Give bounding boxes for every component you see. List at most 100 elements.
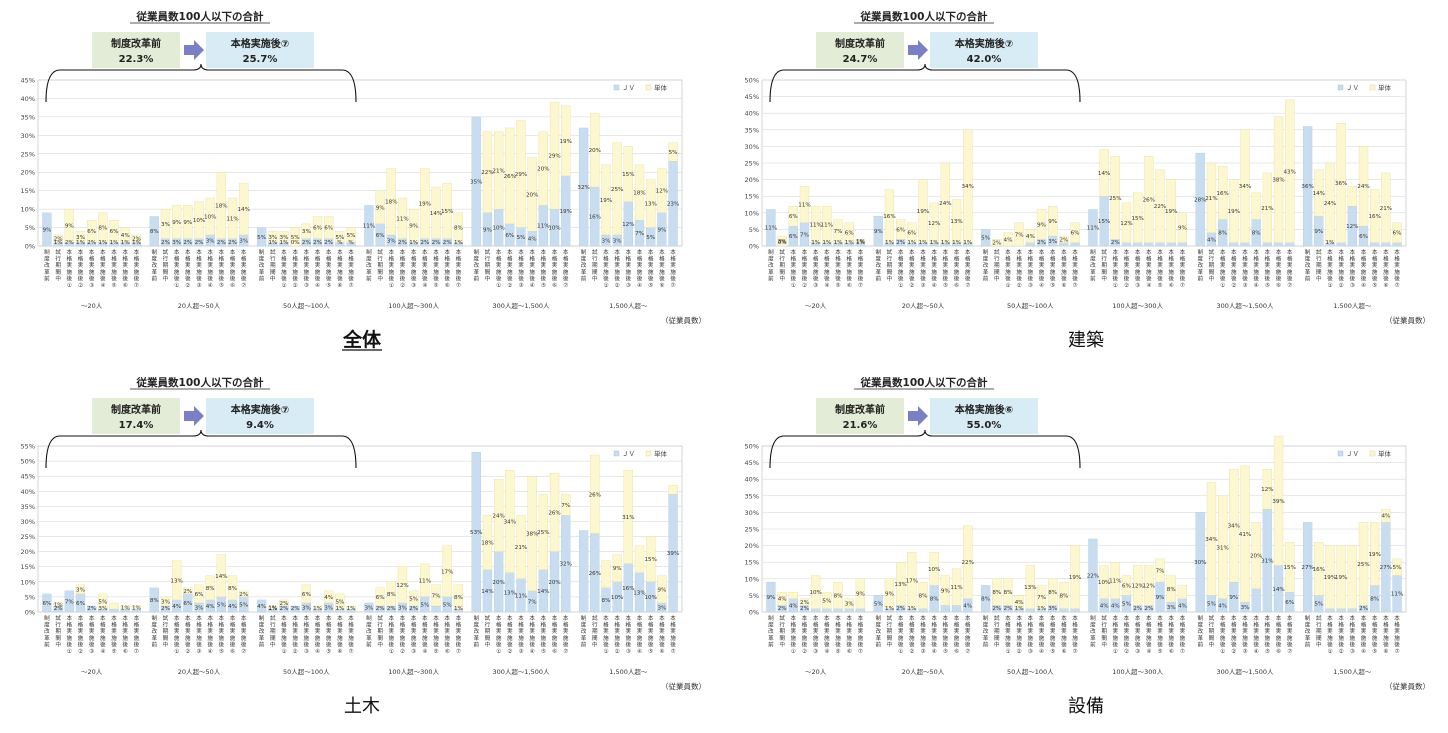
- data-label-jv: 1%: [409, 240, 418, 246]
- y-tick-label: 5%: [25, 224, 35, 232]
- data-label-single: 15%: [441, 209, 453, 215]
- bar-jv: [471, 451, 481, 613]
- data-label-single: 20%: [526, 192, 538, 198]
- y-tick-label: 45%: [21, 77, 35, 85]
- data-label-jv: 1%: [919, 240, 928, 246]
- bar-category-label: 制度改革前: [875, 614, 881, 648]
- bar-category-label: 制度改革前: [44, 248, 50, 282]
- bar-single: [1144, 565, 1154, 606]
- group-label: 50人超～100人: [1007, 667, 1054, 676]
- panel-title: 土木: [344, 696, 380, 717]
- unit-note: （従業員数）: [661, 315, 706, 325]
- data-label-single: 3%: [268, 235, 277, 241]
- bar-single: [788, 591, 798, 599]
- data-label-jv: 5%: [239, 602, 248, 608]
- bar-single: [940, 162, 950, 243]
- bar-single: [590, 113, 600, 188]
- bar-single: [53, 602, 63, 607]
- data-label-single: 1%: [856, 239, 865, 245]
- data-label-single: 19%: [600, 198, 612, 204]
- data-label-jv: 3%: [613, 238, 622, 244]
- bar-category-label: 本格実施後 ⑦: [858, 248, 864, 289]
- bar-single: [963, 525, 973, 599]
- bar-category-label: 本格実施後 ⑤: [1157, 614, 1163, 655]
- bar-single: [131, 234, 142, 243]
- bar-category-label: 本格実施後 ⑥: [444, 248, 450, 289]
- data-label-jv: 5%: [217, 602, 226, 608]
- data-label-jv: 6%: [43, 601, 52, 607]
- data-label-jv: 31%: [1261, 559, 1273, 565]
- bar-category-label: 本格実施後 ③: [813, 614, 819, 655]
- y-tick-label: 15%: [745, 559, 759, 567]
- bar-category-label: 試行期間中: [485, 248, 491, 282]
- bar-single: [1273, 435, 1284, 566]
- bar-single: [109, 220, 119, 243]
- bar-category-label: 本格実施後 ⑥: [1168, 248, 1174, 289]
- data-label-single: 1%: [121, 605, 130, 611]
- data-label-jv: 13%: [633, 590, 645, 596]
- before-box-label: 制度改革前: [835, 403, 885, 416]
- data-label-single: 5%: [1393, 565, 1402, 571]
- after-box: [206, 32, 314, 68]
- bar-single: [657, 575, 667, 604]
- data-label-jv: 9%: [1314, 229, 1323, 235]
- bar-category-label: 試行期間中: [377, 248, 383, 282]
- bar-single: [216, 554, 226, 598]
- bar-single: [1121, 202, 1132, 243]
- bar-category-label: 本格実施後 ④: [1253, 248, 1259, 289]
- bar-single: [131, 605, 142, 610]
- bar-single: [160, 596, 171, 607]
- data-label-jv: 1%: [907, 240, 916, 246]
- after-box-value: 55.0%: [967, 420, 1002, 431]
- data-label-single: 10%: [204, 214, 216, 220]
- bar-category-label: 制度改革前: [768, 614, 774, 648]
- bar-single: [482, 515, 493, 570]
- bar-category-label: 制度改革前: [259, 248, 265, 282]
- bar-single: [940, 575, 950, 606]
- bar-jv: [980, 585, 991, 613]
- before-box-value: 22.3%: [119, 54, 154, 65]
- data-label-single: 12%: [396, 583, 408, 589]
- data-label-jv: 1%: [1037, 606, 1046, 612]
- data-label-single: 12%: [1261, 487, 1273, 493]
- y-tick-label: 50%: [745, 77, 759, 85]
- data-label-jv: 0%: [778, 240, 787, 246]
- data-label-jv: 1%: [313, 606, 322, 612]
- y-tick-label: 15%: [21, 187, 35, 195]
- chart-svg: 従業員数100人以下の合計制度改革前22.3%本格実施後⑦25.7%0%5%10…: [21, 10, 706, 351]
- bar-single: [549, 473, 560, 552]
- unit-note: （従業員数）: [1385, 681, 1430, 691]
- data-label-single: 19%: [560, 139, 572, 145]
- arrow-icon: [184, 40, 204, 60]
- data-label-jv: 4%: [963, 603, 972, 609]
- bar-single: [335, 231, 345, 243]
- data-label-jv: 11%: [1087, 226, 1099, 232]
- bar-category-label: 本格実施後 ①: [496, 614, 502, 655]
- data-label-single: 38%: [1272, 178, 1284, 184]
- bar-jv: [951, 605, 962, 613]
- data-label-single: 14%: [430, 211, 442, 217]
- bar-category-label: 本格実施後 ⑤: [541, 248, 547, 289]
- y-tick-label: 30%: [745, 143, 759, 151]
- data-label-single: 22%: [1154, 204, 1166, 210]
- bar-single: [951, 568, 962, 606]
- data-label-jv: 7%: [65, 599, 74, 605]
- bar-category-label: 本格実施後 ④: [931, 614, 937, 655]
- bar-single: [494, 131, 504, 210]
- data-label-jv: 11%: [363, 224, 375, 230]
- panel-title: 設備: [1068, 696, 1104, 717]
- bar-jv: [149, 216, 159, 247]
- data-label-jv: 3%: [602, 238, 611, 244]
- data-label-single: 19%: [1069, 575, 1081, 581]
- bar-single: [279, 599, 289, 607]
- data-label-single: 2%: [800, 600, 809, 606]
- y-tick-label: 25%: [745, 526, 759, 534]
- legend-jv-label: ＪＶ: [622, 84, 635, 92]
- data-label-jv: 16%: [622, 586, 634, 592]
- bar-category-label: 本格実施後 ①: [1327, 248, 1333, 289]
- bar-category-label: 本格実施後 ⑥: [230, 614, 236, 655]
- bar-single: [538, 494, 548, 570]
- bar-single: [1251, 192, 1261, 220]
- bar-category-label: 制度改革前: [366, 614, 372, 648]
